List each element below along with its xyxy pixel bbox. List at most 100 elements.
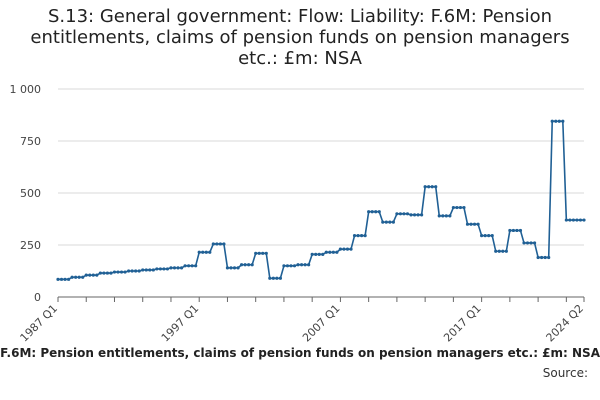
data-point [162, 267, 166, 271]
data-point [335, 250, 339, 254]
data-point [522, 241, 526, 245]
data-point [370, 210, 374, 214]
data-point [208, 250, 212, 254]
y-tick-label: 250 [20, 239, 41, 252]
data-point [289, 264, 293, 268]
data-point [568, 218, 572, 222]
chart-title-line-3: etc.: £m: NSA [238, 48, 362, 69]
data-point [388, 220, 392, 224]
data-point [402, 212, 406, 216]
data-point [398, 212, 403, 216]
data-point [81, 275, 85, 279]
chart-title-line-1: S.13: General government: Flow: Liabilit… [47, 6, 553, 27]
x-tick-label: 2017 Q1 [441, 302, 484, 345]
data-point [367, 210, 371, 214]
data-point [395, 212, 399, 216]
series-group [56, 119, 586, 281]
data-point [455, 205, 459, 210]
data-point [423, 185, 427, 189]
data-point [543, 255, 547, 260]
data-point [321, 252, 325, 256]
data-point [77, 275, 81, 279]
data-point [476, 222, 480, 226]
y-tick-label: 1 000 [10, 83, 42, 96]
data-point [303, 263, 307, 267]
data-point [84, 273, 88, 277]
data-point [451, 205, 455, 210]
data-point [268, 276, 272, 280]
x-tick-label: 2024 Q2 [544, 302, 587, 345]
data-point [430, 185, 434, 189]
data-point [116, 270, 120, 274]
data-point [444, 214, 448, 218]
y-tick-label: 0 [34, 291, 41, 304]
data-point [349, 247, 353, 251]
y-tick-label: 500 [20, 187, 41, 200]
data-point [374, 210, 378, 214]
data-point [469, 222, 473, 226]
data-point [222, 242, 226, 246]
source-label: Source: [542, 366, 588, 380]
data-point [232, 266, 237, 270]
y-axis-ticks: 0 250 500 750 1 000 [10, 83, 42, 304]
data-point [416, 213, 420, 217]
data-point [88, 273, 92, 277]
data-point [134, 269, 138, 273]
data-point [176, 266, 180, 270]
x-axis: 1987 Q1 1997 Q1 2007 Q1 2017 Q1 2024 Q2 [18, 296, 587, 345]
data-point [299, 263, 304, 267]
data-point [250, 263, 254, 267]
gridlines [58, 88, 584, 246]
data-point [448, 214, 452, 218]
data-point [532, 241, 537, 245]
data-point [158, 267, 162, 271]
x-tick-label: 2007 Q1 [300, 302, 343, 345]
data-point [109, 271, 113, 275]
data-point [363, 234, 367, 238]
legend-label: S.13: General government: Flow: Liabilit… [0, 346, 600, 360]
data-point [381, 220, 385, 224]
data-point [497, 249, 501, 253]
data-point [141, 268, 145, 272]
data-point [342, 247, 346, 251]
data-point [518, 228, 523, 233]
data-point [275, 276, 279, 280]
data-point [204, 250, 208, 254]
data-point [225, 266, 230, 270]
data-point [211, 242, 215, 246]
data-point [194, 264, 198, 268]
x-tick-label: 1987 Q1 [18, 302, 61, 345]
data-point [247, 263, 251, 267]
data-point [465, 222, 470, 226]
data-point [183, 264, 187, 268]
data-point [70, 275, 74, 279]
data-point [98, 271, 102, 275]
data-point [405, 212, 410, 216]
data-point [197, 250, 201, 254]
data-point [352, 234, 357, 238]
data-point [243, 263, 247, 267]
data-point [571, 218, 576, 222]
data-point [328, 250, 332, 254]
data-point [529, 241, 533, 245]
data-point [66, 277, 71, 281]
data-point [487, 234, 491, 238]
data-point [409, 213, 413, 217]
data-point [458, 205, 463, 210]
data-point [508, 228, 512, 233]
data-point [261, 251, 265, 255]
data-point [59, 277, 64, 281]
data-point [215, 242, 219, 246]
data-point [441, 214, 445, 218]
data-point [112, 270, 117, 274]
data-point [74, 275, 78, 279]
data-point [314, 252, 318, 256]
data-point [95, 273, 99, 277]
data-point [472, 222, 477, 226]
data-point [56, 277, 60, 281]
data-point [338, 247, 343, 251]
chart-title: S.13: General government: Flow: Liabilit… [0, 6, 600, 69]
data-point [148, 268, 152, 272]
data-point [144, 268, 148, 272]
